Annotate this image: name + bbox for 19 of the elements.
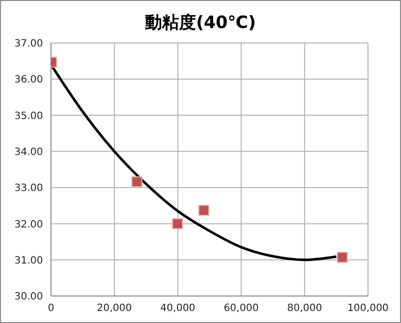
- point: [198, 204, 210, 216]
- y-tick-label: 37.00: [14, 38, 43, 50]
- y-tick-label: 33.00: [14, 183, 43, 194]
- y-tick-label: 35.00: [14, 110, 43, 122]
- x-tick-label: 60,000: [224, 303, 259, 314]
- x-tick-label: 40,000: [160, 303, 196, 314]
- x-tick-label: 0: [48, 303, 54, 314]
- y-tick-label: 30.00: [14, 292, 43, 303]
- x-tick-label: 100,000: [347, 303, 389, 314]
- x-tick-label: 20,000: [96, 303, 132, 314]
- point: [172, 218, 183, 230]
- x-tick-label: 80,000: [287, 303, 322, 314]
- y-tick-label: 32.00: [14, 219, 43, 230]
- y-tick-label: 34.00: [14, 146, 43, 158]
- point: [131, 176, 142, 188]
- y-tick-label: 36.00: [14, 74, 43, 86]
- point: [336, 252, 348, 263]
- chart-title: 動粘度(40℃): [144, 12, 257, 35]
- y-tick-label: 31.00: [14, 255, 43, 266]
